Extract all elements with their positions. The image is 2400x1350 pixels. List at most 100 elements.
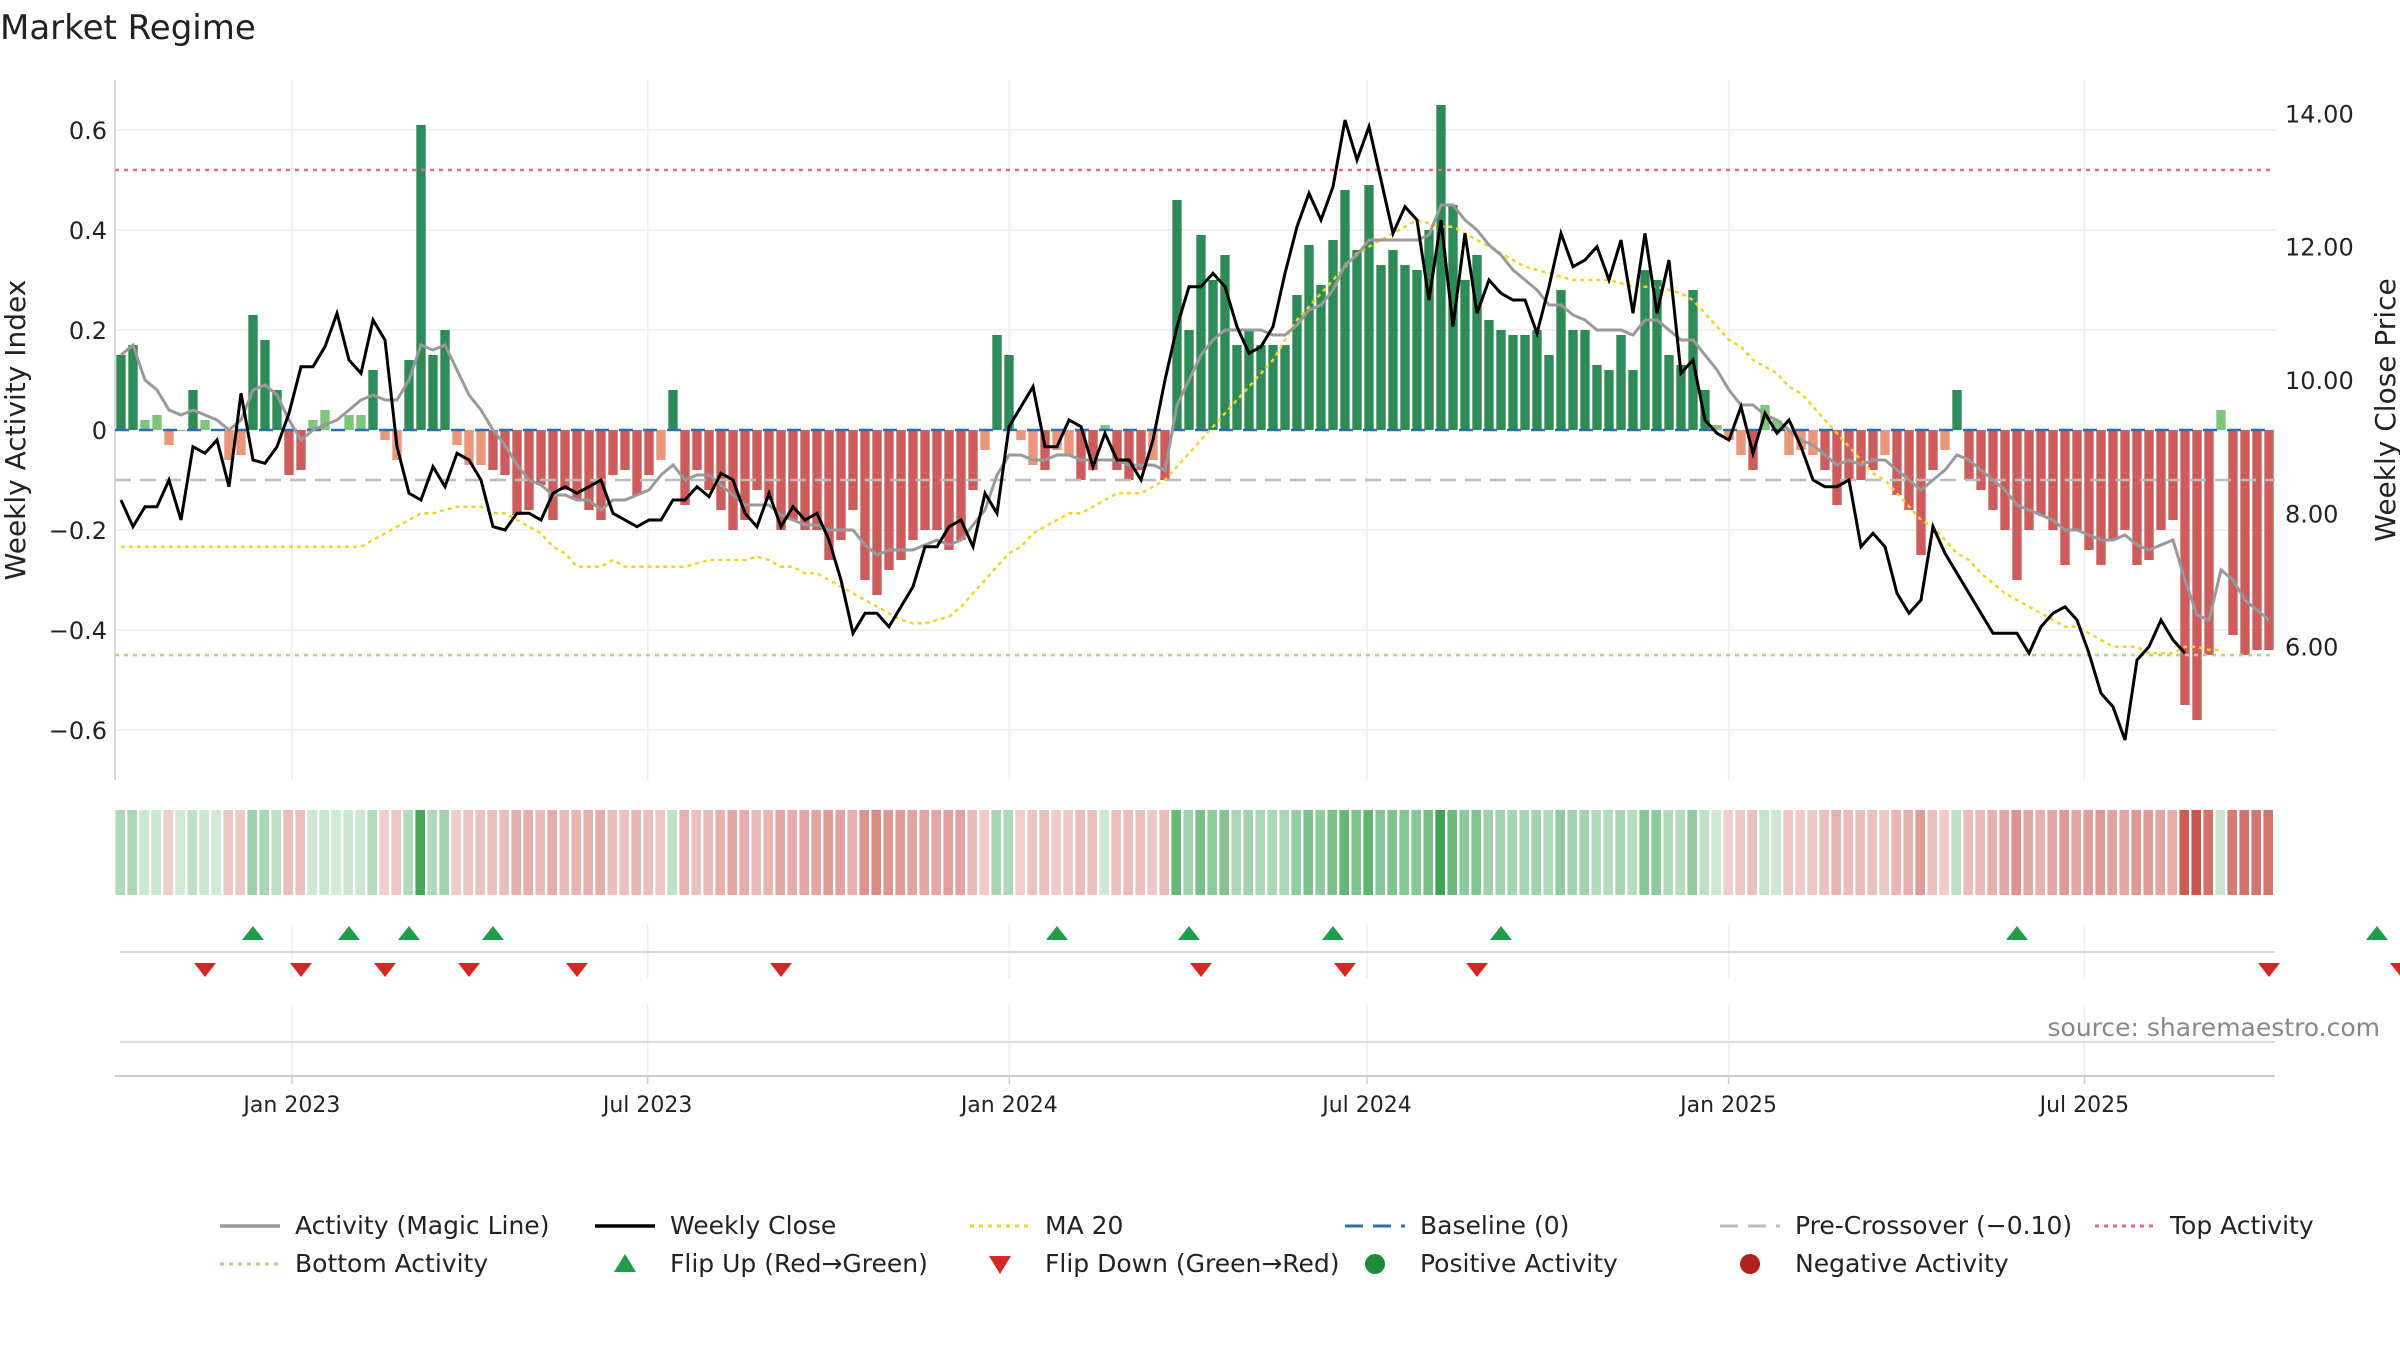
heat-strip-cell	[1315, 810, 1325, 895]
flip-down-marker	[458, 963, 480, 977]
heat-strip-cell	[259, 810, 269, 895]
heat-strip-cell	[1879, 810, 1889, 895]
left-tick-label: −0.2	[49, 517, 107, 545]
heat-strip-cell	[1075, 810, 1085, 895]
heat-strip-cell	[2215, 810, 2225, 895]
legend-swatch	[1740, 1254, 1760, 1274]
activity-bar	[896, 430, 906, 560]
activity-bar	[2240, 430, 2250, 655]
heat-strip-cell	[1291, 810, 1301, 895]
heat-strip-cell	[1699, 810, 1709, 895]
heat-strip-cell	[127, 810, 137, 895]
heat-strip-cell	[2263, 810, 2273, 895]
activity-bar	[704, 430, 714, 490]
activity-bar	[644, 430, 654, 475]
heat-strip-cell	[1267, 810, 1277, 895]
heat-strip-cell	[1819, 810, 1829, 895]
activity-bar	[836, 430, 846, 540]
flip-up-marker	[1490, 926, 1512, 940]
activity-bar	[2096, 430, 2106, 565]
heat-strip-cell	[1627, 810, 1637, 895]
activity-bar	[1400, 265, 1410, 430]
heat-strip-cell	[595, 810, 605, 895]
activity-bar	[932, 430, 942, 530]
heat-strip-cell	[1831, 810, 1841, 895]
heat-strip-cell	[1183, 810, 1193, 895]
chart-title: Market Regime	[0, 8, 256, 48]
heat-strip-cell	[247, 810, 257, 895]
magic-line	[120, 203, 2270, 623]
activity-bar	[1484, 320, 1494, 430]
activity-bar	[1052, 430, 1062, 450]
left-axis-title: Weekly Activity Index	[0, 280, 32, 581]
legend-swatch	[989, 1256, 1011, 1274]
activity-bar	[488, 430, 498, 470]
activity-bar	[176, 430, 186, 431]
right-tick-label: 10.00	[2285, 367, 2354, 395]
heat-strip-cell	[2035, 810, 2045, 895]
activity-bar	[356, 415, 366, 430]
activity-bar	[224, 430, 234, 460]
activity-bar	[596, 430, 606, 520]
legend-item: Positive Activity	[1365, 1249, 1618, 1278]
activity-bar	[1592, 365, 1602, 430]
activity-bar	[1640, 270, 1650, 430]
activity-bar	[380, 430, 390, 440]
activity-bar	[428, 355, 438, 430]
heat-strip-cell	[823, 810, 833, 895]
x-tick-label: Jul 2024	[1320, 1093, 1412, 1118]
heat-strip-cell	[607, 810, 617, 895]
heat-strip-cell	[1867, 810, 1877, 895]
heat-strip-cell	[1891, 810, 1901, 895]
heat-strip-cell	[1795, 810, 1805, 895]
legend-label: Pre-Crossover (−0.10)	[1795, 1211, 2072, 1240]
activity-bar	[1328, 240, 1338, 430]
activity-bar	[1340, 190, 1350, 430]
legend-label: Bottom Activity	[295, 1249, 488, 1278]
activity-bar	[1316, 285, 1326, 430]
heat-strip-cell	[991, 810, 1001, 895]
heat-strip-cell	[739, 810, 749, 895]
heat-strip-cell	[1447, 810, 1457, 895]
heat-strip-cell	[2179, 810, 2189, 895]
heat-strip-cell	[1915, 810, 1925, 895]
activity-bar	[1904, 430, 1914, 510]
activity-bar	[1832, 430, 1842, 505]
heat-strip-cell	[2227, 810, 2237, 895]
heat-strip-cell	[1615, 810, 1625, 895]
activity-bar	[1352, 250, 1362, 430]
heat-strip-cell	[1003, 810, 1013, 895]
activity-bar	[1388, 250, 1398, 430]
heat-strip-cell	[859, 810, 869, 895]
heat-strip-cell	[1579, 810, 1589, 895]
heat-strip-cell	[907, 810, 917, 895]
activity-bar	[1256, 345, 1266, 430]
heat-strip-cell	[1651, 810, 1661, 895]
flip-down-marker	[374, 963, 396, 977]
activity-bar	[284, 430, 294, 475]
activity-bar	[512, 430, 522, 515]
heat-strip-cell	[1399, 810, 1409, 895]
legend-item: Activity (Magic Line)	[220, 1211, 549, 1240]
heat-strip-cell	[343, 810, 353, 895]
heat-strip-cell	[1279, 810, 1289, 895]
heat-strip-cell	[1375, 810, 1385, 895]
activity-bar	[1844, 430, 1854, 480]
heat-strip-cell	[1135, 810, 1145, 895]
activity-bar	[2204, 430, 2214, 655]
heat-strip-cell	[475, 810, 485, 895]
heat-strip-cell	[415, 810, 425, 895]
heat-strip-cell	[1411, 810, 1421, 895]
activity-bar	[872, 430, 882, 595]
activity-bar	[908, 430, 918, 540]
heat-strip-cell	[391, 810, 401, 895]
heat-strip-cell	[163, 810, 173, 895]
activity-bar	[404, 360, 414, 430]
flip-up-marker	[398, 926, 420, 940]
heat-strip-cell	[583, 810, 593, 895]
activity-bar	[248, 315, 258, 430]
activity-bar	[548, 430, 558, 520]
heat-strip-cell	[1531, 810, 1541, 895]
ma20-line	[121, 218, 2221, 655]
legend-item: MA 20	[970, 1211, 1123, 1240]
